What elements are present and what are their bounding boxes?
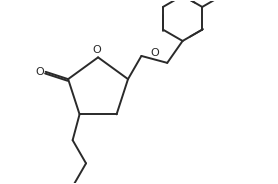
Text: O: O bbox=[92, 45, 101, 55]
Text: O: O bbox=[36, 67, 44, 77]
Text: O: O bbox=[151, 48, 159, 58]
